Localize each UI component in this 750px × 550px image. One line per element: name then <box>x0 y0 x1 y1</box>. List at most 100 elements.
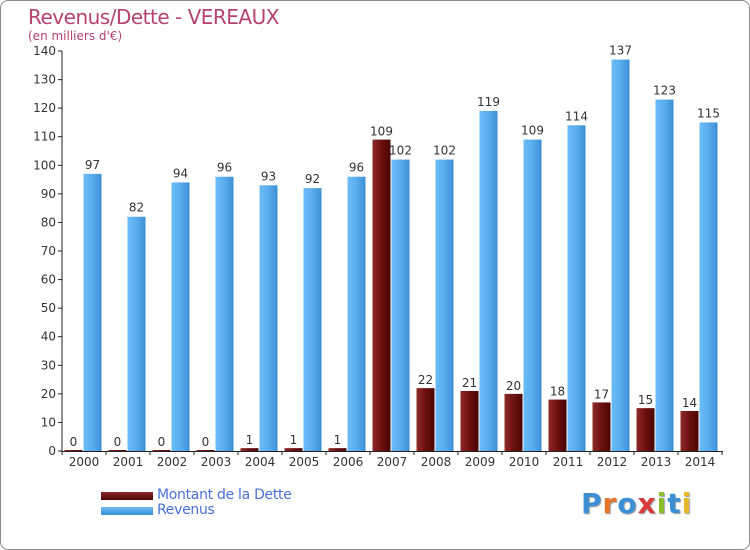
value-label-debt-2012: 17 <box>594 387 609 401</box>
y-tick-label: 120 <box>33 101 56 115</box>
bar-revenue-2010 <box>523 139 542 452</box>
value-label-revenue-2013: 123 <box>653 84 676 98</box>
bar-debt-2004 <box>240 448 259 451</box>
bar-debt-2003 <box>196 450 215 451</box>
value-label-revenue-2010: 109 <box>521 124 544 138</box>
y-tick-label: 10 <box>41 415 56 429</box>
bar-revenue-2014 <box>699 122 718 451</box>
x-tick-label: 2007 <box>377 455 408 469</box>
value-label-revenue-2001: 82 <box>129 201 144 215</box>
value-label-revenue-2014: 115 <box>697 106 720 120</box>
bar-debt-2006 <box>328 448 347 451</box>
bar-revenue-2004 <box>259 185 278 452</box>
x-tick-label: 2011 <box>553 455 584 469</box>
x-tick-label: 2012 <box>597 455 628 469</box>
value-label-debt-2010: 20 <box>506 379 521 393</box>
value-label-revenue-2006: 96 <box>349 161 364 175</box>
value-label-debt-2005: 1 <box>290 433 298 447</box>
x-tick-label: 2010 <box>509 455 540 469</box>
bar-debt-2013 <box>636 408 655 451</box>
y-tick-label: 100 <box>33 158 56 172</box>
value-label-debt-2009: 21 <box>462 376 477 390</box>
value-label-debt-2001: 0 <box>114 435 122 449</box>
bar-revenue-2001 <box>127 216 146 451</box>
bar-debt-2011 <box>548 399 567 451</box>
x-tick-label: 2013 <box>641 455 672 469</box>
bar-revenue-2007 <box>391 159 410 452</box>
value-label-debt-2004: 1 <box>246 433 254 447</box>
bar-revenue-2000 <box>83 173 102 451</box>
bar-debt-2009 <box>460 391 479 451</box>
bar-revenue-2013 <box>655 99 674 452</box>
x-tick-label: 2008 <box>421 455 452 469</box>
value-label-revenue-2005: 92 <box>305 172 320 186</box>
bar-debt-2000 <box>64 450 83 451</box>
y-tick-label: 60 <box>41 273 56 287</box>
value-label-revenue-2003: 96 <box>217 161 232 175</box>
bar-revenue-2011 <box>567 125 586 452</box>
value-label-debt-2014: 14 <box>682 396 697 410</box>
x-tick-label: 2003 <box>201 455 232 469</box>
bar-debt-2008 <box>416 388 435 451</box>
y-tick-label: 130 <box>33 73 56 87</box>
y-tick-label: 30 <box>41 358 56 372</box>
bar-debt-2012 <box>592 402 611 451</box>
bars <box>64 59 718 452</box>
x-tick-label: 2000 <box>69 455 100 469</box>
x-tick-label: 2002 <box>157 455 188 469</box>
bar-debt-2007 <box>372 139 391 452</box>
value-label-debt-2000: 0 <box>70 435 78 449</box>
x-tick-label: 2001 <box>113 455 144 469</box>
y-tick-label: 80 <box>41 215 56 229</box>
value-label-revenue-2012: 137 <box>609 44 632 58</box>
y-tick-label: 0 <box>48 444 56 458</box>
value-label-revenue-2002: 94 <box>173 166 188 180</box>
bar-debt-2001 <box>108 450 127 451</box>
y-tick-label: 140 <box>33 44 56 58</box>
y-tick-label: 70 <box>41 244 56 258</box>
value-label-debt-2007: 109 <box>370 125 393 139</box>
x-tick-label: 2014 <box>685 455 716 469</box>
value-label-revenue-2007: 102 <box>389 144 412 158</box>
legend-label-revenue: Revenus <box>157 502 215 518</box>
value-label-revenue-2011: 114 <box>565 109 588 123</box>
y-tick-label: 110 <box>33 130 56 144</box>
bar-revenue-2002 <box>171 182 190 451</box>
bar-debt-2005 <box>284 448 303 451</box>
value-labels: 0 97 0 82 0 94 0 96 1 93 1 92 1 96 109 102 22 102 21 119 20 1… <box>70 44 720 449</box>
bar-revenue-2003 <box>215 176 234 451</box>
bar-debt-2010 <box>504 393 523 451</box>
value-label-revenue-2008: 102 <box>433 144 456 158</box>
value-label-revenue-2000: 97 <box>85 158 100 172</box>
bar-revenue-2008 <box>435 159 454 452</box>
legend-swatch-revenue <box>101 507 153 515</box>
value-label-debt-2011: 18 <box>550 385 565 399</box>
proxiti-logo: Proxiti <box>581 487 693 520</box>
chart-subtitle: (en milliers d'€) <box>28 29 123 43</box>
bar-debt-2014 <box>680 411 699 451</box>
x-tick-label: 2004 <box>245 455 276 469</box>
bar-debt-2002 <box>152 450 171 451</box>
legend-label-debt: Montant de la Dette <box>157 487 292 503</box>
chart-title: Revenus/Dette - VEREAUX <box>28 5 279 29</box>
bar-revenue-2005 <box>303 188 322 451</box>
x-tick-label: 2006 <box>333 455 364 469</box>
x-tick-label: 2009 <box>465 455 496 469</box>
x-tick-label: 2005 <box>289 455 320 469</box>
value-label-debt-2003: 0 <box>202 435 210 449</box>
y-tick-label: 20 <box>41 387 56 401</box>
bar-revenue-2012 <box>611 59 630 451</box>
value-label-revenue-2009: 119 <box>477 95 500 109</box>
value-label-debt-2013: 15 <box>638 393 653 407</box>
y-tick-label: 90 <box>41 187 56 201</box>
y-tick-label: 40 <box>41 330 56 344</box>
value-label-debt-2008: 22 <box>418 373 433 387</box>
bar-revenue-2006 <box>347 176 366 451</box>
legend-swatch-debt <box>101 492 153 500</box>
value-label-revenue-2004: 93 <box>261 169 276 183</box>
y-tick-label: 50 <box>41 301 56 315</box>
bar-revenue-2009 <box>479 111 498 451</box>
